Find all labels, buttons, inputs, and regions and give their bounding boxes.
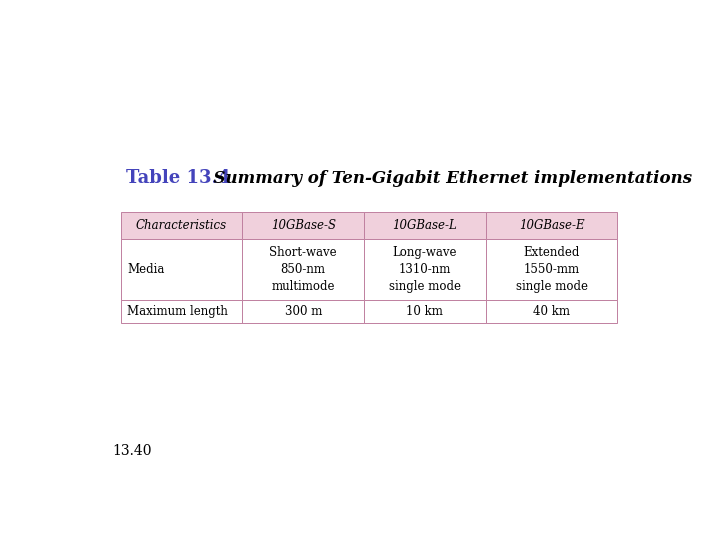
Text: Extended
1550-mm
single mode: Extended 1550-mm single mode (516, 246, 588, 293)
FancyBboxPatch shape (486, 239, 617, 300)
FancyBboxPatch shape (364, 212, 486, 239)
FancyBboxPatch shape (121, 239, 243, 300)
FancyBboxPatch shape (243, 212, 364, 239)
FancyBboxPatch shape (364, 239, 486, 300)
FancyBboxPatch shape (121, 212, 243, 239)
Text: 300 m: 300 m (284, 305, 322, 318)
Text: Summary of Ten-Gigabit Ethernet implementations: Summary of Ten-Gigabit Ethernet implemen… (202, 171, 692, 187)
Text: 10GBase-L: 10GBase-L (392, 219, 457, 232)
FancyBboxPatch shape (243, 300, 364, 322)
Text: 40 km: 40 km (533, 305, 570, 318)
Text: Maximum length: Maximum length (127, 305, 228, 318)
Text: Long-wave
1310-nm
single mode: Long-wave 1310-nm single mode (389, 246, 461, 293)
Text: 10GBase-S: 10GBase-S (271, 219, 336, 232)
Text: Media: Media (127, 263, 165, 276)
Text: 10GBase-E: 10GBase-E (518, 219, 585, 232)
FancyBboxPatch shape (364, 300, 486, 322)
Text: 13.40: 13.40 (112, 444, 152, 458)
Text: Characteristics: Characteristics (136, 219, 227, 232)
Text: Table 13.4: Table 13.4 (126, 170, 230, 187)
FancyBboxPatch shape (486, 300, 617, 322)
FancyBboxPatch shape (243, 239, 364, 300)
Text: 10 km: 10 km (406, 305, 444, 318)
FancyBboxPatch shape (121, 300, 243, 322)
Text: Short-wave
850-nm
multimode: Short-wave 850-nm multimode (269, 246, 337, 293)
FancyBboxPatch shape (486, 212, 617, 239)
